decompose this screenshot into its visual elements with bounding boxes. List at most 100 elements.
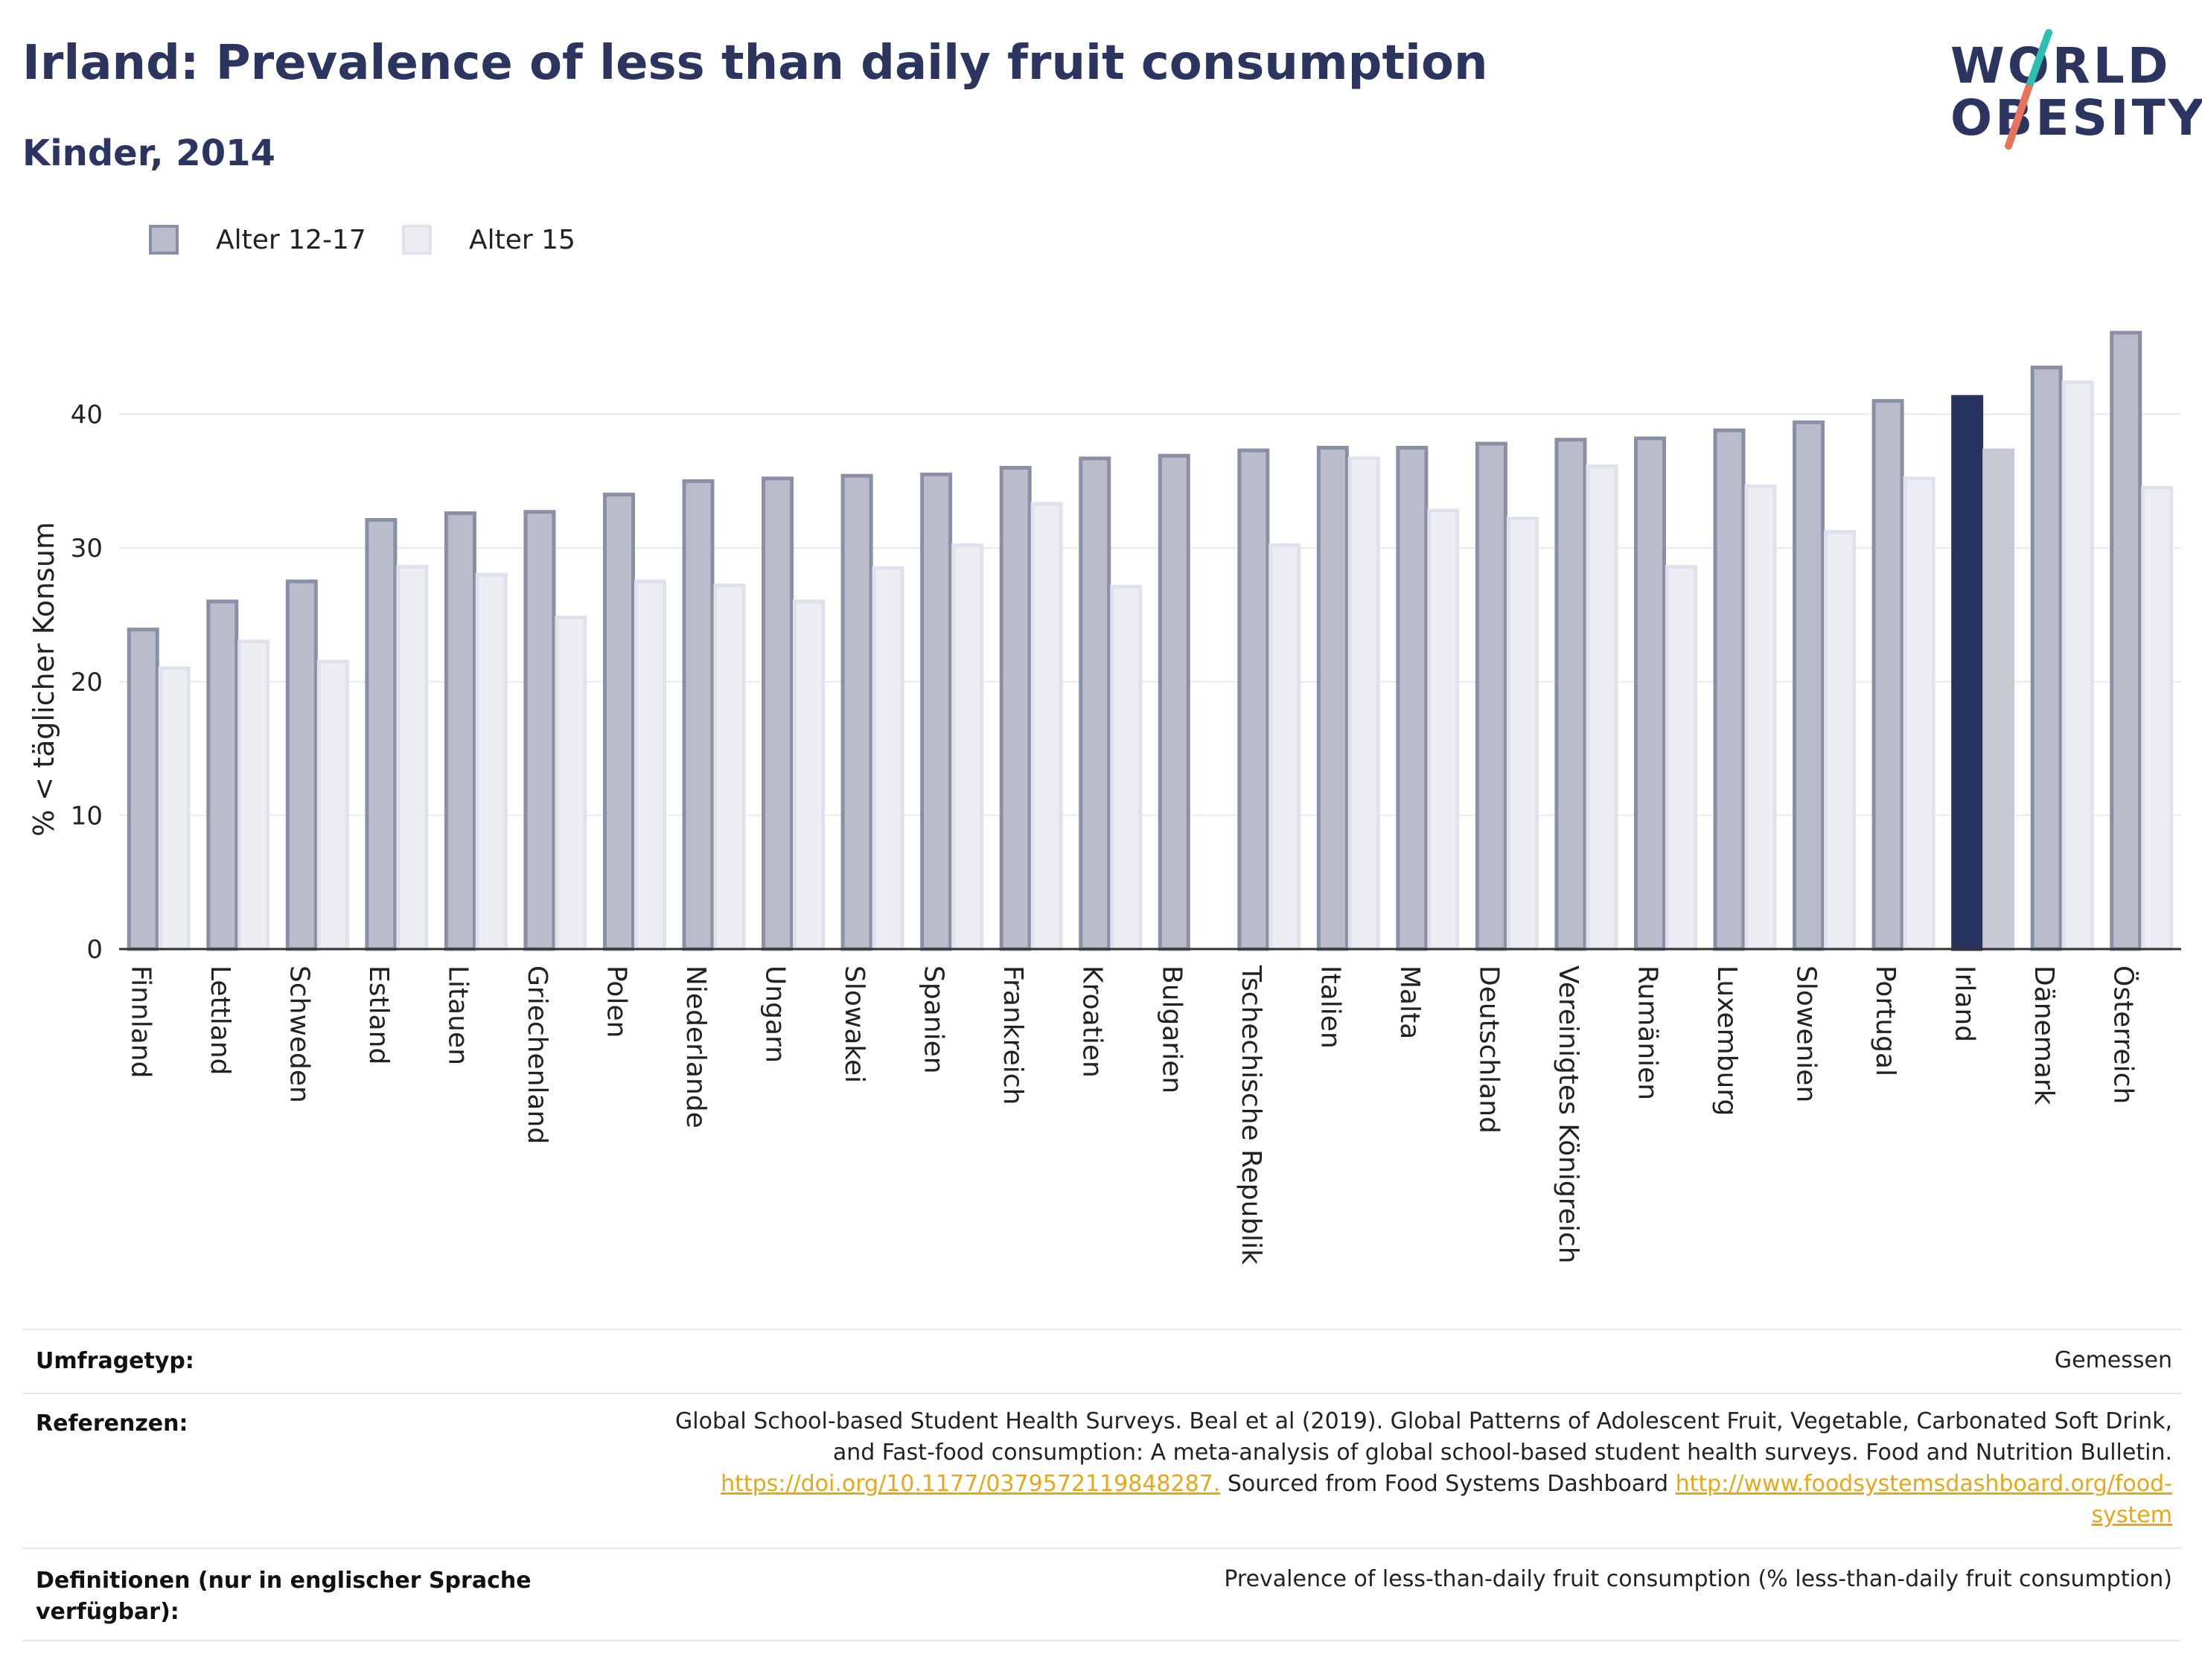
definitions-value: Prevalence of less-than-daily fruit cons… <box>1224 1566 2172 1592</box>
bar-series-1[interactable] <box>1316 445 1349 951</box>
bar-series-2[interactable] <box>872 566 904 951</box>
definitions-label-line-2: verfügbar): <box>36 1599 179 1625</box>
y-tick-label: 10 <box>71 801 103 831</box>
bars <box>127 330 2174 951</box>
x-tick-label: Dänemark <box>2029 965 2059 1105</box>
bar-series-2[interactable] <box>1744 485 1777 951</box>
bar-series-1[interactable] <box>1793 420 1825 951</box>
bar-series-2[interactable] <box>1427 508 1460 951</box>
bar-series-2[interactable] <box>793 599 826 951</box>
x-tick-label: Litauen <box>442 965 473 1065</box>
x-tick-label: Österreich <box>2108 965 2139 1104</box>
bar-series-2[interactable] <box>158 666 191 951</box>
definitions-row: Definitionen (nur in englischer Sprache … <box>22 1548 2181 1641</box>
bar-series-1[interactable] <box>523 510 556 951</box>
x-tick-label: Vereinigtes Königreich <box>1553 965 1583 1264</box>
bar-series-1[interactable] <box>1237 448 1270 951</box>
bar-series-2[interactable] <box>2061 380 2094 951</box>
x-tick-label: Ungarn <box>760 965 791 1063</box>
definitions-label-line-1: Definitionen (nur in englischer Sprache <box>36 1568 532 1594</box>
axes: 0 10 20 30 40 % < täglicher Konsum Finnland Let… <box>28 400 2181 1265</box>
bar-series-2[interactable] <box>1347 456 1380 951</box>
bar-series-1[interactable] <box>1158 453 1190 951</box>
x-tick-label: Malta <box>1394 965 1425 1039</box>
x-tick-label: Bulgarien <box>1156 965 1187 1093</box>
bar-series-2[interactable] <box>951 543 984 951</box>
references-label: Referenzen: <box>36 1411 188 1437</box>
x-tick-label: Tschechische Republik <box>1236 965 1266 1265</box>
y-tick-label: 30 <box>71 534 103 563</box>
bar-series-2[interactable] <box>2141 485 2174 951</box>
bar-series-1[interactable] <box>762 476 794 951</box>
dashboard-link[interactable]: http://www.foodsystemsdashboard.org/food… <box>1675 1471 2172 1497</box>
references-line-3: https://doi.org/10.1177/0379572119848287… <box>675 1469 2172 1500</box>
grid-lines <box>119 413 2181 817</box>
x-tick-label: Irland <box>1950 965 1980 1042</box>
bar-series-2[interactable] <box>1903 476 1935 951</box>
bar-series-1[interactable] <box>2110 330 2142 951</box>
bar-series-1[interactable] <box>365 517 398 951</box>
bar-series-2[interactable] <box>237 639 270 951</box>
bar-series-1[interactable] <box>840 473 873 951</box>
survey-type-row: Umfragetyp: Gemessen <box>22 1329 2181 1393</box>
x-tick-label: Polen <box>601 965 632 1038</box>
legend-swatch-series-1 <box>149 225 179 255</box>
logo-line-2: OBESITY <box>1950 89 2202 147</box>
references-sourced-text: Sourced from Food Systems Dashboard <box>1220 1471 1676 1497</box>
bar-series-1[interactable] <box>1871 399 1904 951</box>
chart-title: Irland: Prevalence of less than daily fr… <box>22 36 1488 91</box>
x-tick-label: Estland <box>363 965 394 1064</box>
bar-series-2[interactable] <box>1586 464 1618 951</box>
bar-series-2[interactable] <box>1665 564 1697 951</box>
y-tick-label: 0 <box>86 935 103 965</box>
bar-series-1[interactable] <box>285 579 318 951</box>
bar-series-2[interactable] <box>1506 517 1539 951</box>
x-tick-label: Portugal <box>1870 965 1901 1076</box>
bar-series-1[interactable] <box>1554 438 1587 951</box>
bar-series-1[interactable] <box>1634 436 1666 951</box>
references-line-4: system <box>675 1500 2172 1531</box>
bar-series-2[interactable] <box>634 579 666 951</box>
bar-series-1[interactable] <box>603 492 635 951</box>
world-obesity-logo: WORLD OBESITY <box>1935 21 2202 162</box>
x-tick-label: Lettland <box>205 965 235 1076</box>
x-tick-label: Kroatien <box>1077 965 1108 1078</box>
y-axis-label: % < täglicher Konsum <box>28 522 60 837</box>
chart-subtitle: Kinder, 2014 <box>22 132 275 174</box>
bar-series-2[interactable] <box>1982 448 2015 951</box>
legend-swatch-series-2 <box>402 225 432 255</box>
bar-series-2[interactable] <box>1030 502 1063 951</box>
bar-series-1[interactable] <box>1396 445 1429 951</box>
bar-series-2[interactable] <box>475 572 508 951</box>
bar-series-1[interactable] <box>682 479 715 951</box>
bar-series-1[interactable] <box>920 472 953 951</box>
x-tick-label: Frankreich <box>998 965 1028 1105</box>
x-tick-label: Spanien <box>919 965 949 1074</box>
x-tick-label: Griechenland <box>522 965 552 1144</box>
bar-series-2[interactable] <box>1110 584 1143 951</box>
bar-series-1[interactable] <box>444 511 476 951</box>
legend-label-series-2: Alter 15 <box>469 225 575 255</box>
x-tick-label: Rumänien <box>1633 965 1663 1100</box>
references-line-1: Global School-based Student Health Surve… <box>675 1408 2172 1434</box>
bar-series-1[interactable] <box>206 599 239 951</box>
bar-series-2[interactable] <box>1268 543 1301 951</box>
bar-series-2[interactable] <box>396 564 429 951</box>
bar-series-1[interactable] <box>127 627 159 951</box>
doi-link[interactable]: https://doi.org/10.1177/0379572119848287… <box>721 1471 1221 1497</box>
bar-series-2[interactable] <box>713 583 746 951</box>
bar-series-1[interactable] <box>2030 365 2063 951</box>
bar-series-1[interactable] <box>1475 441 1507 951</box>
bar-series-1[interactable] <box>1713 428 1746 951</box>
definitions-label: Definitionen (nur in englischer Sprache … <box>36 1565 532 1628</box>
bar-series-1[interactable] <box>999 465 1032 951</box>
bar-series-1[interactable] <box>1079 456 1111 951</box>
y-tick-label: 40 <box>71 400 103 430</box>
dashboard-link-continued[interactable]: system <box>2091 1502 2172 1528</box>
bar-series-2[interactable] <box>555 616 587 951</box>
x-tick-label: Deutschland <box>1473 965 1504 1134</box>
x-tick-label: Finnland <box>125 965 156 1078</box>
bar-series-2[interactable] <box>316 659 349 951</box>
bar-series-1[interactable] <box>1951 395 1984 951</box>
bar-series-2[interactable] <box>1824 530 1857 951</box>
